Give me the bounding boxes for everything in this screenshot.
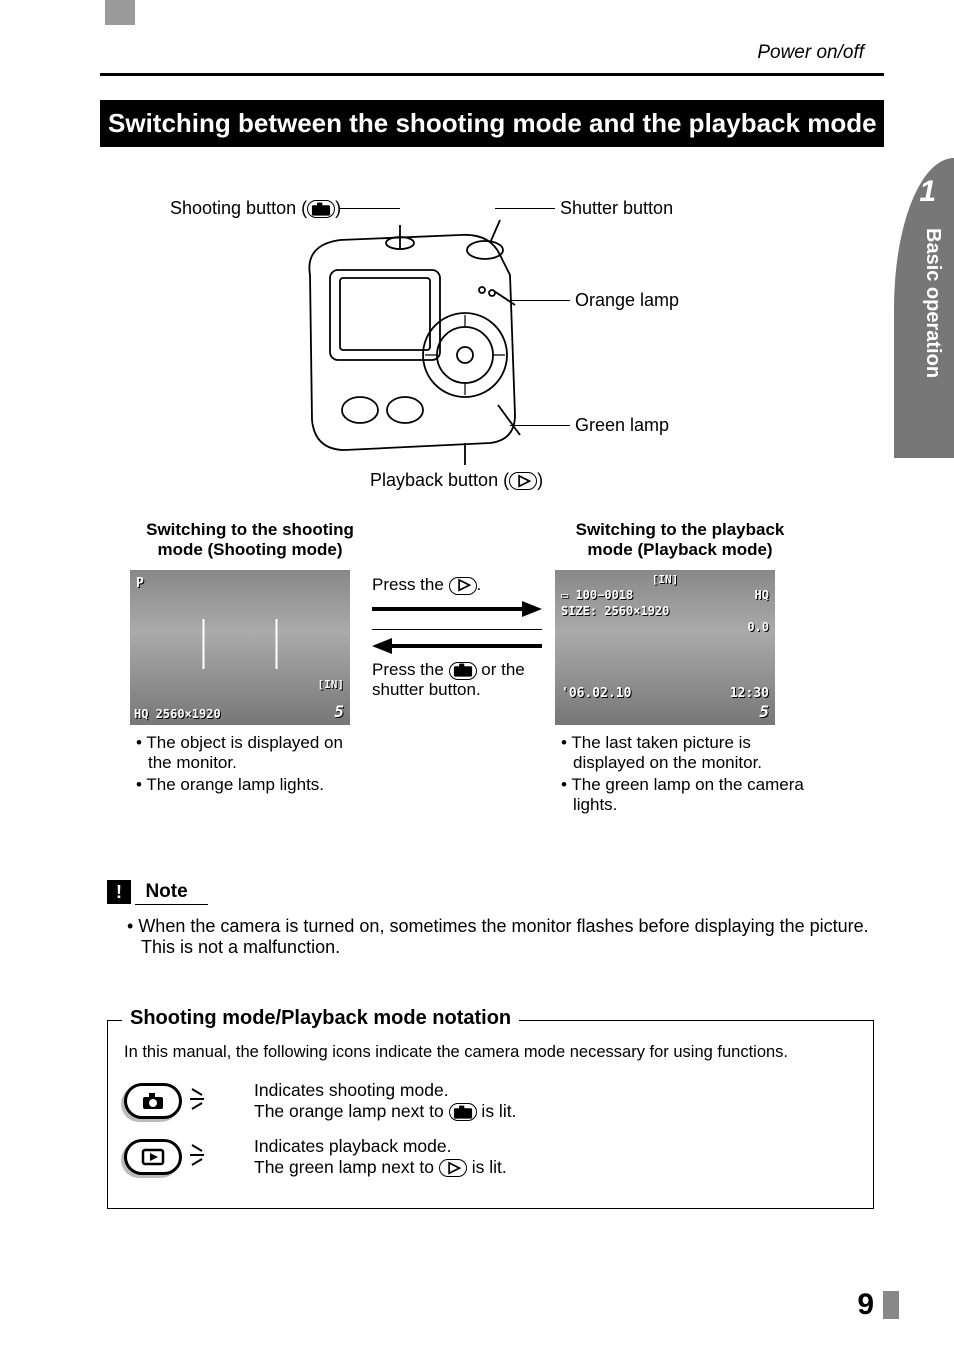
label-orange-lamp: Orange lamp xyxy=(575,290,679,311)
play-icon xyxy=(509,472,537,490)
note-section: ! Note • When the camera is turned on, s… xyxy=(107,880,874,958)
camera-icon xyxy=(449,662,477,680)
screen-date: '06.02.10 xyxy=(561,686,631,701)
bullet-item: The last taken picture is displayed on t… xyxy=(573,733,805,773)
playback-mode-screen: [IN] ▭ 100−0018 HQ SIZE: 2560×1920 0.0 '… xyxy=(555,570,775,725)
mode-switch-arrows: Press the . Press the or the shutter but… xyxy=(372,575,552,700)
notation-intro: In this manual, the following icons indi… xyxy=(124,1043,857,1062)
label-playback-button: Playback button () xyxy=(370,470,543,491)
play-button-icon xyxy=(124,1139,182,1175)
sparkle-icon xyxy=(186,1137,214,1178)
playback-mode-heading-1: Switching to the playback xyxy=(555,520,805,540)
notation-row-shooting: Indicates shooting mode. The orange lamp… xyxy=(124,1080,857,1122)
note-label: Note xyxy=(135,881,207,905)
press-play-instruction: Press the . xyxy=(372,575,552,595)
leader-line xyxy=(340,208,400,209)
press-shoot-instruction: Press the or the shutter button. xyxy=(372,660,552,700)
screen-count: 5 xyxy=(759,702,769,721)
shooting-mode-icon-group xyxy=(124,1081,254,1122)
page-corner-mark xyxy=(883,1291,899,1319)
chapter-number: 1 xyxy=(919,175,936,209)
note-text: • When the camera is turned on, sometime… xyxy=(141,916,874,958)
leader-line xyxy=(495,208,555,209)
screen-time: 12:30 xyxy=(730,686,769,701)
notation-legend: Shooting mode/Playback mode notation xyxy=(122,1007,519,1030)
camera-button-icon xyxy=(124,1083,182,1119)
shooting-mode-description: Indicates shooting mode. The orange lamp… xyxy=(254,1080,516,1122)
sparkle-icon xyxy=(186,1081,214,1122)
page-number: 9 xyxy=(857,1288,874,1322)
shooting-mode-heading-2: mode (Shooting mode) xyxy=(130,540,370,560)
play-icon xyxy=(449,577,477,595)
screen-in-indicator: [IN] xyxy=(652,573,679,586)
camera-icon xyxy=(449,1103,477,1121)
screen-hq: HQ xyxy=(755,588,769,602)
playback-mode-column: Switching to the playback mode (Playback… xyxy=(555,520,805,817)
shooting-mode-heading-1: Switching to the shooting xyxy=(130,520,370,540)
camera-line-drawing xyxy=(290,215,560,465)
play-icon xyxy=(439,1159,467,1177)
top-tab-decor xyxy=(105,0,135,25)
bullet-item: The green lamp on the camera lights. xyxy=(573,775,805,815)
screen-in-indicator: [IN] xyxy=(318,678,345,691)
screen-file-number: ▭ 100−0018 xyxy=(561,588,633,602)
screen-p-indicator: P xyxy=(136,576,144,591)
screen-count: 5 xyxy=(334,702,344,721)
divider xyxy=(372,629,542,630)
shooting-mode-bullets: The object is displayed on the monitor. … xyxy=(136,733,370,795)
screen-exposure: 0.0 xyxy=(747,620,769,634)
screen-resolution: HQ 2560×1920 xyxy=(134,707,221,721)
bullet-item: The object is displayed on the monitor. xyxy=(148,733,370,773)
playback-mode-description: Indicates playback mode. The green lamp … xyxy=(254,1136,507,1178)
note-icon: ! xyxy=(107,880,131,904)
shooting-mode-screen: P [IN] HQ 2560×1920 5 xyxy=(130,570,350,725)
bullet-item: The orange lamp lights. xyxy=(148,775,370,795)
camera-diagram: Shooting button () Shutter button Orange… xyxy=(140,190,800,510)
screen-size: SIZE: 2560×1920 xyxy=(561,604,669,618)
notation-box: Shooting mode/Playback mode notation In … xyxy=(107,1020,874,1209)
playback-mode-bullets: The last taken picture is displayed on t… xyxy=(561,733,805,815)
arrow-left xyxy=(372,636,542,656)
playback-mode-heading-2: mode (Playback mode) xyxy=(555,540,805,560)
arrow-right xyxy=(372,599,542,619)
label-shutter-button: Shutter button xyxy=(560,198,673,219)
label-green-lamp: Green lamp xyxy=(575,415,669,436)
playback-mode-icon-group xyxy=(124,1137,254,1178)
screen-focus-brackets xyxy=(203,619,278,669)
header-rule xyxy=(100,73,884,76)
page-header-breadcrumb: Power on/off xyxy=(757,42,864,64)
section-title: Switching between the shooting mode and … xyxy=(100,100,884,147)
shooting-mode-column: Switching to the shooting mode (Shooting… xyxy=(130,520,370,797)
chapter-label: Basic operation xyxy=(921,228,944,378)
notation-row-playback: Indicates playback mode. The green lamp … xyxy=(124,1136,857,1178)
